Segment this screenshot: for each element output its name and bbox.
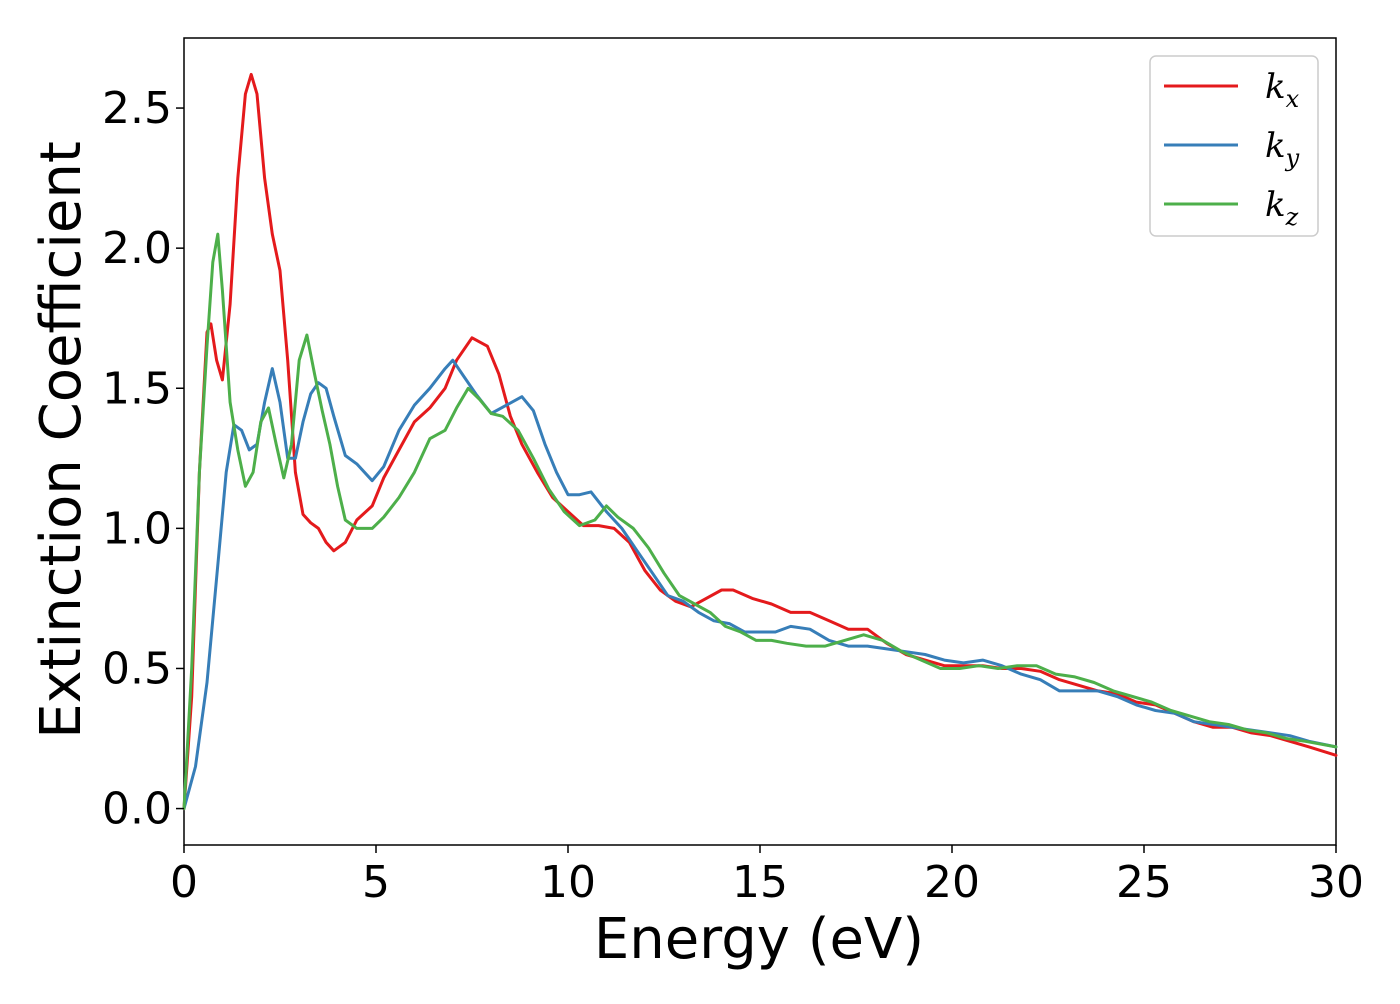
legend-label-kz: kz <box>1265 185 1299 231</box>
x-axis-ticks: 0 5 10 15 20 25 30 <box>170 845 1364 908</box>
series-line-ky <box>182 358 1338 811</box>
x-tick-label: 0 <box>170 857 198 908</box>
x-axis-label: Energy (eV) <box>594 907 924 972</box>
y-tick-label: 1.0 <box>102 503 172 554</box>
y-tick-label: 0.5 <box>102 643 172 694</box>
x-tick-label: 15 <box>732 857 788 908</box>
x-tick-label: 5 <box>362 857 390 908</box>
y-tick-label: 0.0 <box>102 784 172 835</box>
y-tick-label: 2.5 <box>102 83 172 134</box>
series-line-kz <box>182 232 1338 811</box>
series-line-kx <box>182 72 1338 811</box>
series-layer <box>182 72 1338 811</box>
y-axis-label: Extinction Coefficient <box>29 141 94 739</box>
x-tick-label: 25 <box>1116 857 1172 908</box>
x-tick-label: 30 <box>1308 857 1364 908</box>
y-tick-label: 1.5 <box>102 363 172 414</box>
y-axis-ticks: 0.0 0.5 1.0 1.5 2.0 2.5 <box>102 83 184 835</box>
legend: kx ky kz <box>1149 55 1319 237</box>
y-tick-label: 2.0 <box>102 223 172 274</box>
x-tick-label: 20 <box>924 857 980 908</box>
legend-label-kx: kx <box>1265 67 1300 113</box>
legend-label-ky: ky <box>1265 126 1300 172</box>
x-tick-label: 10 <box>540 857 596 908</box>
